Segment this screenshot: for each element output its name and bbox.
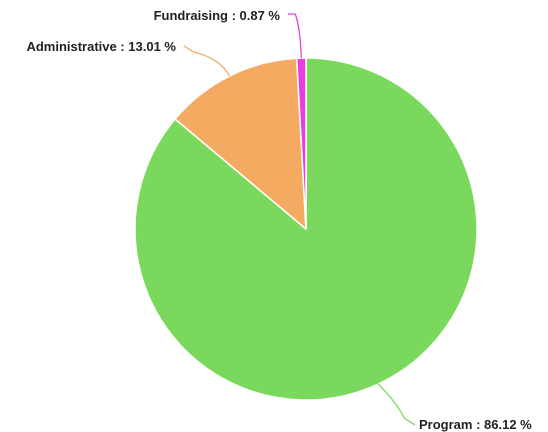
connector-line-program [377,383,416,426]
connector-line-fundraising [287,13,302,59]
pie-slice-program[interactable] [134,57,478,401]
slice-label-administrative: Administrative : 13.01 % [26,39,176,54]
slices-layer [134,57,478,401]
connector-line-administrative [183,45,231,77]
connectors-layer [183,13,416,426]
slice-label-fundraising: Fundraising : 0.87 % [154,8,281,23]
pie-slice-administrative[interactable] [174,57,307,230]
labels-layer: Program : 86.12 % Administrative : 13.01 … [26,8,532,432]
slice-label-program: Program : 86.12 % [419,417,532,432]
